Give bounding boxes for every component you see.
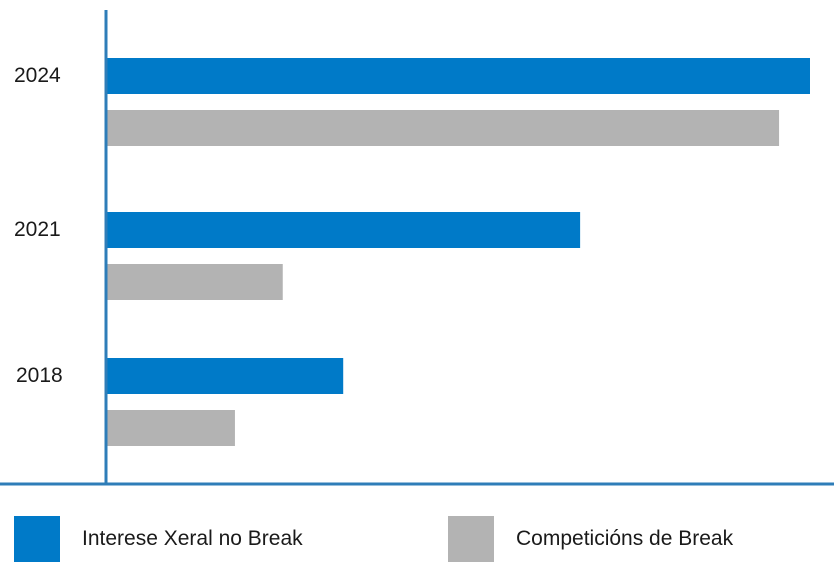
- legend-swatch-competicions: [448, 516, 494, 562]
- bar-2018-interese: [107, 358, 344, 394]
- bar-2018-competicions: [107, 410, 235, 446]
- legend-item-interese: Interese Xeral no Break: [14, 516, 303, 562]
- bar-2024-interese: [107, 58, 810, 94]
- legend-item-competicions: Competicións de Break: [448, 516, 733, 562]
- legend-swatch-interese: [14, 516, 60, 562]
- legend-label-competicions: Competicións de Break: [516, 527, 734, 550]
- y-tick-label-2024: 2024: [14, 64, 61, 87]
- bar-2021-competicions: [107, 264, 283, 300]
- y-tick-label-2018: 2018: [16, 364, 63, 387]
- bar-2024-competicions: [107, 110, 780, 146]
- legend-label-interese: Interese Xeral no Break: [82, 527, 303, 550]
- bar-chart: 2024 2021 2018: [0, 10, 834, 486]
- y-tick-labels: 2024 2021 2018: [14, 64, 63, 387]
- y-tick-label-2021: 2021: [14, 218, 61, 241]
- legend: Interese Xeral no Break Competicións de …: [0, 516, 834, 562]
- bars-group: [107, 58, 810, 446]
- bar-2021-interese: [107, 212, 581, 248]
